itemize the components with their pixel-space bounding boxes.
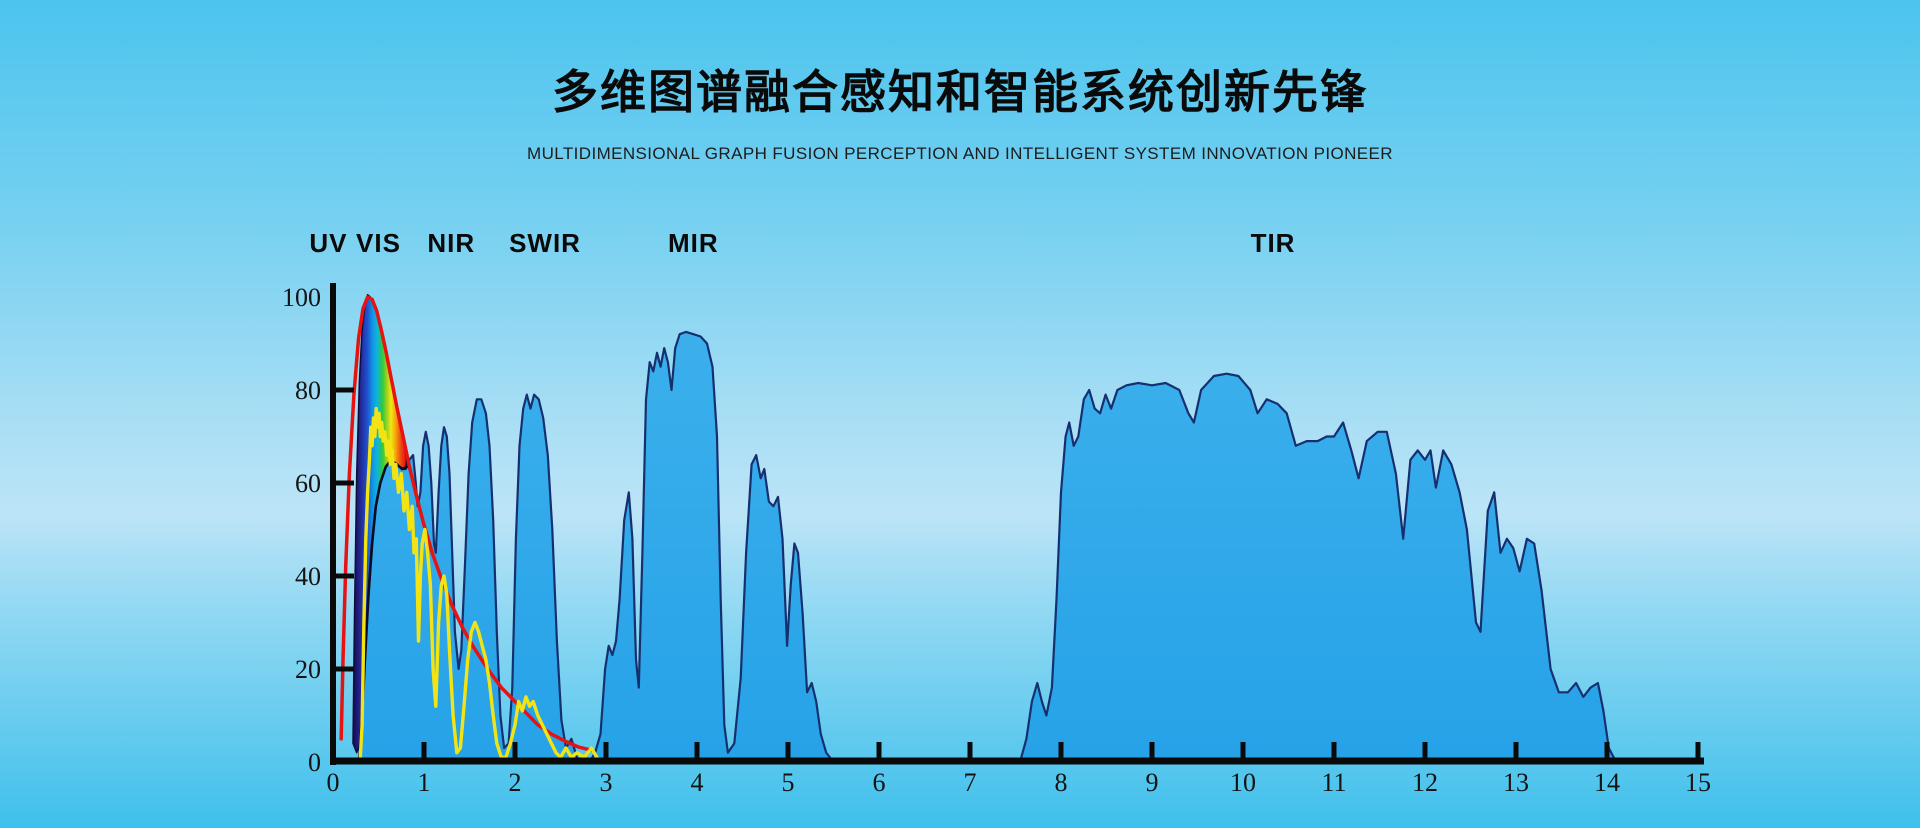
band-label-mir: MIR (668, 228, 719, 258)
band-label-nir: NIR (427, 228, 476, 258)
x-tick-label: 3 (600, 768, 613, 797)
x-tick-label: 12 (1412, 768, 1438, 797)
y-tick-label: 100 (282, 283, 321, 312)
x-tick-label: 11 (1321, 768, 1346, 797)
band-label-vis: VIS (356, 228, 401, 258)
x-tick-label: 5 (782, 768, 795, 797)
x-tick-label: 8 (1055, 768, 1068, 797)
x-tick-label: 7 (964, 768, 977, 797)
y-tick-label: 40 (295, 562, 321, 591)
x-tick-label: 14 (1594, 768, 1620, 797)
y-tick-label: 60 (295, 469, 321, 498)
x-tick-label: 6 (873, 768, 886, 797)
y-tick-label: 0 (308, 748, 321, 777)
x-tick-label: 15 (1685, 768, 1711, 797)
x-tick-label: 10 (1230, 768, 1256, 797)
x-tick-label: 0 (327, 768, 340, 797)
ground-solar-curve (358, 406, 599, 760)
page-title: 多维图谱融合感知和智能系统创新先锋 (552, 65, 1368, 119)
band-label-swir: SWIR (509, 228, 581, 258)
band-label-tir: TIR (1250, 228, 1296, 258)
x-tick-label: 2 (509, 768, 522, 797)
x-tick-label: 9 (1146, 768, 1159, 797)
band-label-uv: UV (309, 228, 348, 258)
transmission-area (356, 330, 1618, 764)
x-tick-label: 1 (418, 768, 431, 797)
y-tick-label: 20 (295, 655, 321, 684)
y-tick-label: 80 (295, 376, 321, 405)
page-subtitle: MULTIDIMENSIONAL GRAPH FUSION PERCEPTION… (527, 144, 1393, 163)
x-tick-label: 13 (1503, 768, 1529, 797)
x-tick-label: 4 (691, 768, 704, 797)
